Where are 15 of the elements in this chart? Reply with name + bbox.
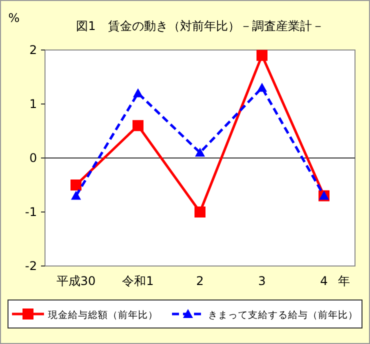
y-tick-label: 2 [29,43,37,57]
y-tick-label: -2 [25,259,37,273]
x-tick-label: 平成30 [56,274,96,288]
x-axis-title: 年 [338,274,350,288]
chart-title: 図1 賃金の動き（対前年比）－調査産業計－ [76,19,324,33]
legend-label: 現金給与総額（前年比） [48,309,158,321]
y-tick-label: 0 [29,151,37,165]
legend-label: きまって支給する給与（前年比） [208,309,358,321]
y-tick-label: 1 [29,97,37,111]
x-tick-label: 令和1 [122,274,154,288]
x-tick-label: 4 [320,274,328,288]
x-tick-label: 3 [258,274,266,288]
y-tick-label: -1 [25,205,37,219]
x-tick-label: 2 [196,274,204,288]
y-axis-title: % [8,11,20,25]
